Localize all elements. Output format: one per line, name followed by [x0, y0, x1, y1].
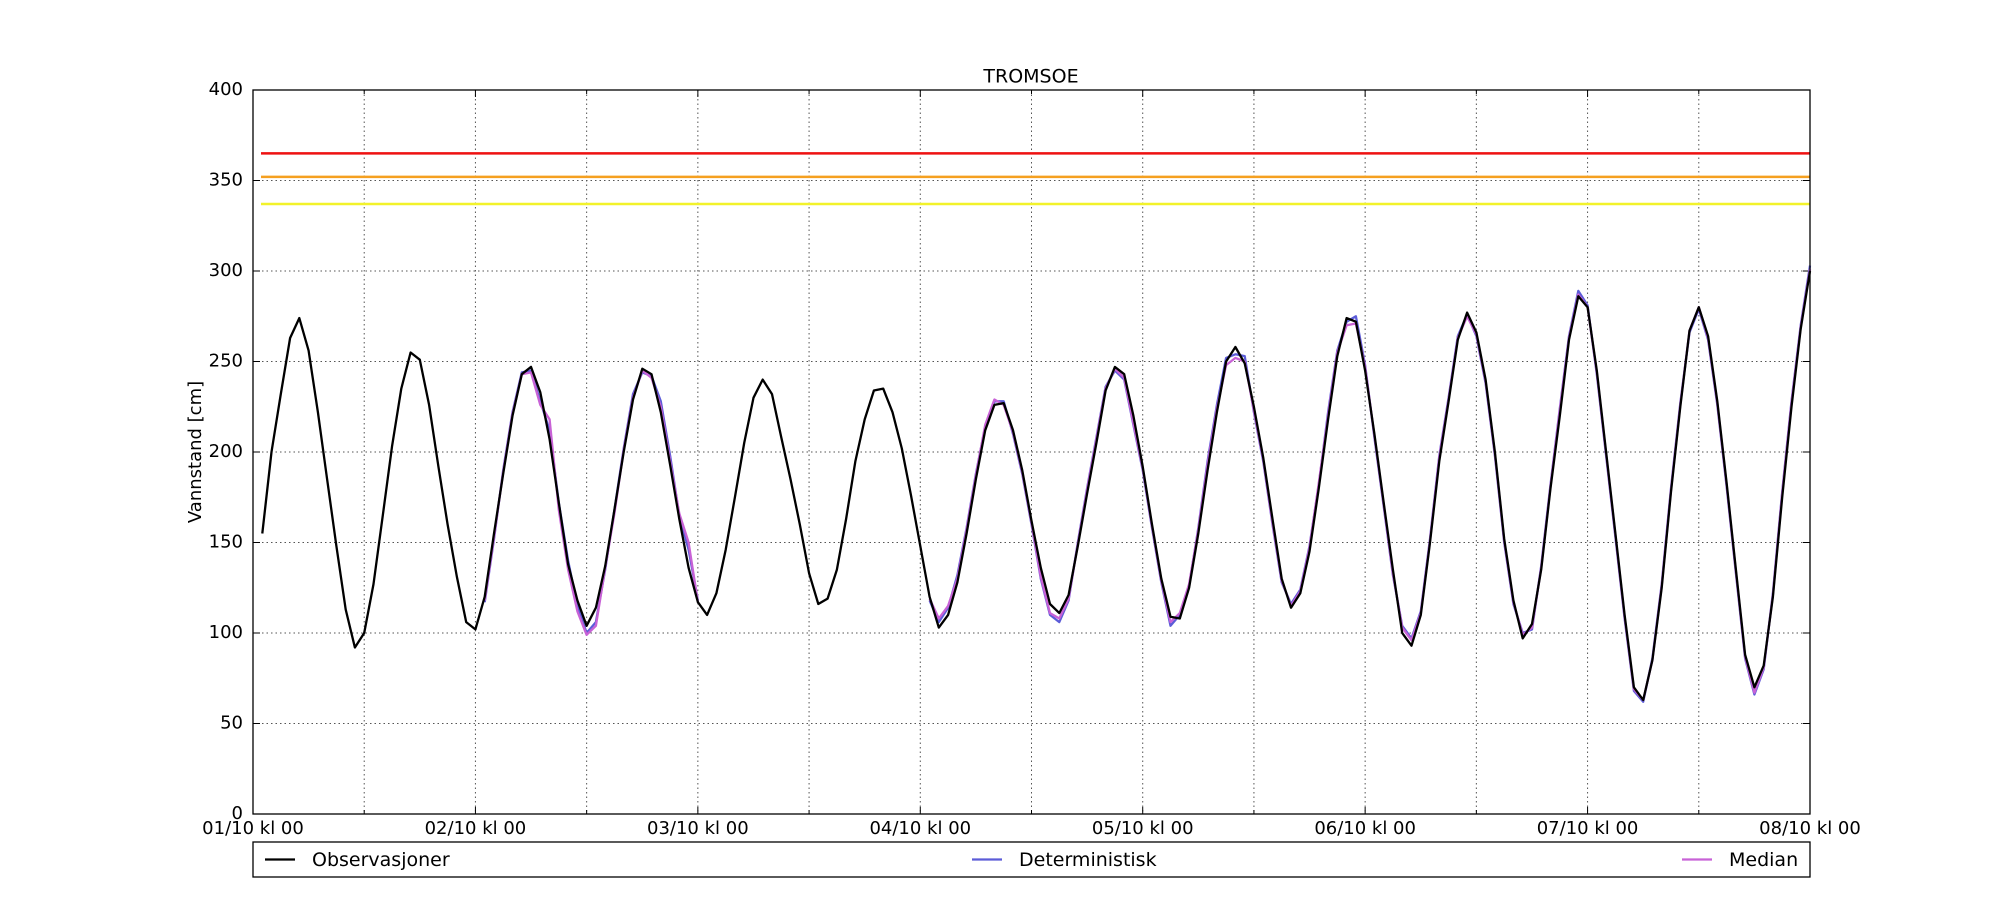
series-line [261, 270, 1812, 702]
x-tick-label: 08/10 kl 00 [1759, 818, 1861, 839]
legend-label: Median [1729, 849, 1798, 871]
legend-box [252, 841, 1811, 878]
y-tick-label: 400 [209, 79, 243, 100]
y-tick-label: 0 [232, 803, 243, 824]
y-tick-label: 300 [209, 260, 243, 281]
x-tick-label: 03/10 kl 00 [647, 818, 749, 839]
x-tick-label: 02/10 kl 00 [425, 818, 527, 839]
x-tick-label: 04/10 kl 00 [869, 818, 971, 839]
x-tick-label: 05/10 kl 00 [1092, 818, 1194, 839]
chart-title: TROMSOE [982, 66, 1078, 88]
y-tick-label: 200 [209, 441, 243, 462]
y-tick-label: 350 [209, 170, 243, 191]
legend-label: Deterministisk [1019, 849, 1157, 871]
series-line [483, 269, 1812, 702]
x-tick-label: 06/10 kl 00 [1314, 818, 1416, 839]
x-tick-label: 01/10 kl 00 [202, 818, 304, 839]
legend-label: Observasjoner [312, 849, 450, 871]
y-tick-label: 150 [209, 532, 243, 553]
y-tick-label: 50 [220, 713, 243, 734]
y-axis-label: Vannstand [cm] [185, 381, 206, 523]
series-line [483, 265, 1812, 703]
x-tick-label: 07/10 kl 00 [1537, 818, 1639, 839]
y-tick-label: 250 [209, 351, 243, 372]
y-tick-label: 100 [209, 622, 243, 643]
plot-frame [252, 89, 1811, 815]
